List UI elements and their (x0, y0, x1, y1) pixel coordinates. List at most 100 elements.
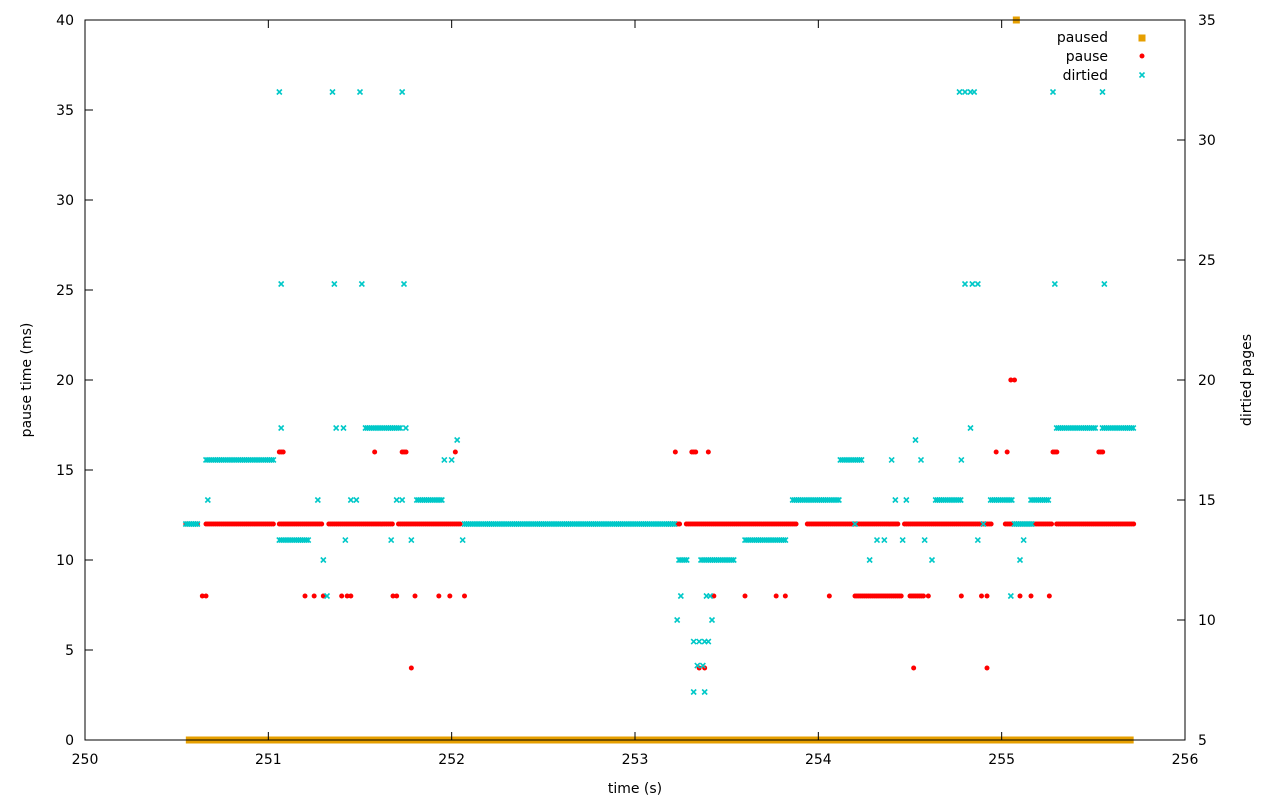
pause-point (302, 593, 308, 599)
dirtied-point (1016, 556, 1024, 564)
x-tick-label: 251 (255, 752, 282, 768)
y-tick-label: 25 (56, 283, 74, 299)
dirtied-point (782, 537, 789, 544)
dirtied-point (851, 520, 859, 528)
dirtied-point (278, 280, 285, 288)
dirtied-point (358, 280, 365, 288)
legend-label-pause: pause (1066, 49, 1108, 65)
dirtied-point (399, 88, 406, 96)
dirtied-point (393, 496, 400, 504)
dirtied-point (204, 496, 211, 504)
pause-point (462, 593, 467, 599)
dirtied-point (1008, 496, 1015, 504)
dirtied-point (388, 537, 395, 544)
y-axis-title: pause time (ms) (19, 323, 35, 438)
x-tick-label: 255 (988, 752, 1015, 768)
pause-point (1046, 593, 1052, 599)
pause-point (408, 665, 414, 671)
pause-point (1028, 593, 1034, 599)
pause-point (925, 593, 931, 599)
dirtied-point (677, 592, 684, 600)
dirtied-point (956, 88, 963, 96)
dirtied-point (1128, 424, 1135, 432)
legend: paused pause dirtied (1057, 30, 1146, 84)
pause-point (1131, 521, 1137, 527)
dirtied-point (696, 638, 703, 645)
dirtied-point (353, 496, 360, 504)
pause-point (389, 521, 395, 527)
dirtied-point (780, 537, 787, 544)
dirtied-point (707, 592, 714, 600)
pause-point (348, 593, 354, 599)
dirtied-point (333, 424, 340, 432)
pause-point (1008, 377, 1014, 383)
dirtied-point (194, 520, 201, 528)
legend-label-paused: paused (1057, 30, 1108, 46)
pause-point (390, 593, 396, 599)
dirtied-point (1090, 424, 1097, 432)
y-tick-label: 40 (56, 13, 74, 29)
dirtied-point (1101, 280, 1108, 288)
y2-tick-label: 20 (1198, 373, 1216, 389)
dirtied-point (347, 496, 354, 504)
dirtied-point (331, 280, 338, 288)
dirtied-point (856, 456, 863, 463)
dirtied-point (276, 88, 283, 96)
dirtied-point (1043, 496, 1050, 504)
pause-point (711, 593, 717, 599)
y-tick-label: 30 (56, 193, 74, 209)
pause-point (958, 593, 964, 599)
dirtied-point (1045, 496, 1052, 504)
dirtied-point (1099, 88, 1106, 96)
dirtied-point (730, 556, 737, 564)
dirtied-point (683, 556, 690, 564)
legend-marker-dirtied (1138, 71, 1146, 79)
dirtied-point (1028, 520, 1035, 528)
dirtied-point (699, 662, 706, 669)
dirtied-point (1051, 280, 1058, 288)
dirtied-point (899, 537, 906, 544)
y2-tick-label: 10 (1198, 613, 1216, 629)
dirtied-point (974, 280, 981, 288)
dirtied-point (888, 456, 895, 463)
y-tick-label: 15 (56, 463, 74, 479)
dirtied-point (395, 424, 402, 432)
x-axis-title: time (s) (608, 781, 662, 797)
dirtied-point (701, 688, 708, 696)
dirtied-point (928, 556, 936, 564)
dirtied-point (873, 537, 881, 544)
pause-point (403, 449, 409, 455)
dirtied-point (955, 496, 962, 504)
dirtied-point (835, 496, 842, 504)
pause-point (436, 593, 442, 599)
dirtied-point (323, 592, 331, 600)
y2-axis-title: dirtied pages (1239, 334, 1255, 426)
dirtied-point (305, 537, 312, 544)
dirtied-point (454, 436, 461, 444)
pause-point (782, 593, 788, 599)
dirtied-point (441, 456, 448, 463)
dirtied-point (192, 520, 199, 528)
pause-point (412, 593, 418, 599)
dirtied-point (1130, 424, 1137, 432)
dirtied-point (356, 88, 364, 96)
y2-tick-label: 15 (1198, 493, 1216, 509)
dirtied-point (674, 616, 681, 624)
y-tick-label: 10 (56, 553, 74, 569)
dirtied-point (436, 496, 443, 504)
dirtied-point (1092, 424, 1099, 432)
dirtied-point (705, 638, 712, 645)
pause-point (1012, 377, 1017, 383)
pause-point (693, 449, 699, 455)
dirtied-point (917, 456, 925, 463)
dirtied-point (694, 662, 701, 669)
pause-point (672, 449, 678, 455)
pause-point (203, 593, 209, 599)
y2-tick-label: 30 (1198, 133, 1216, 149)
dirtied-point (397, 424, 404, 432)
legend-marker-pause (1139, 53, 1145, 59)
pause-point (742, 593, 748, 599)
dirtied-point (1020, 537, 1027, 544)
pause-point (199, 593, 205, 599)
dirtied-point (329, 88, 336, 96)
